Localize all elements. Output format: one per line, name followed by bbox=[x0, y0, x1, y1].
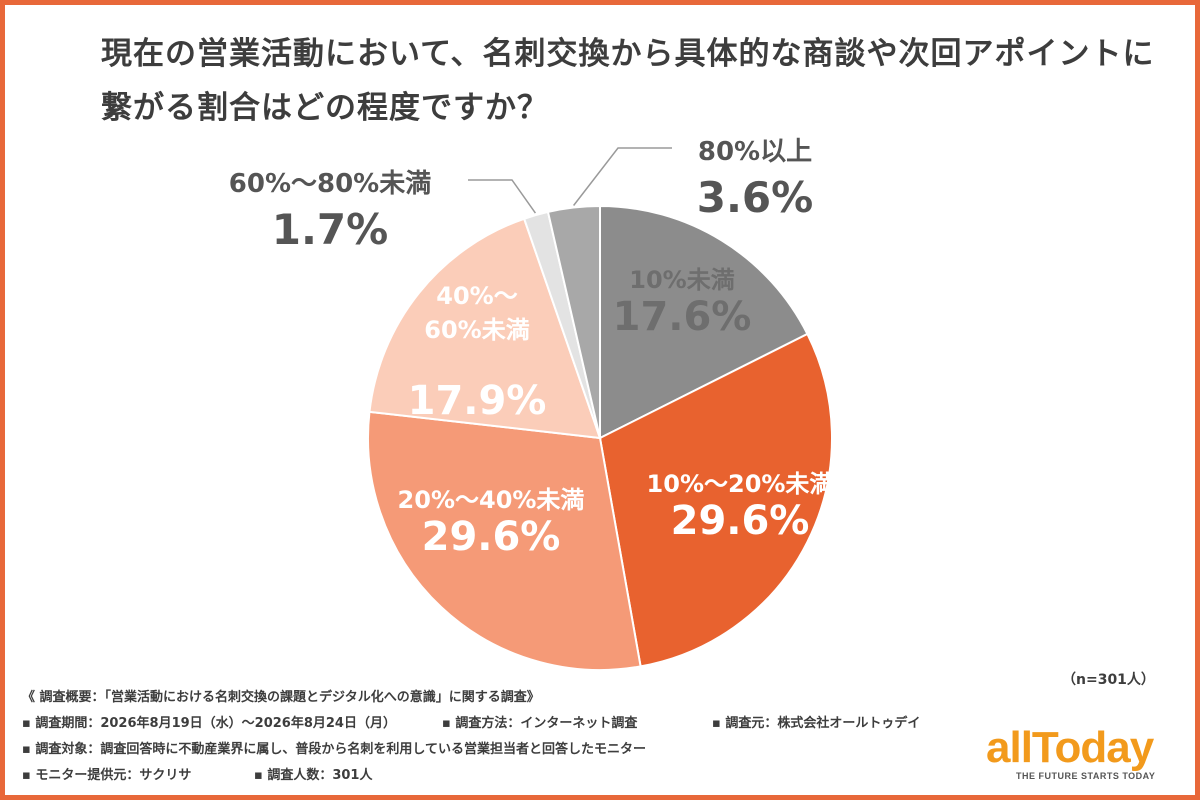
chart-title-line-2: 繋がる割合はどの程度ですか？ bbox=[101, 90, 549, 126]
slice-category-label: 20%〜40%未満 bbox=[398, 486, 585, 514]
slice-category-label: 60%未満 bbox=[424, 316, 529, 344]
leader-line bbox=[573, 147, 672, 206]
slice-value-label: 1.7% bbox=[272, 205, 388, 254]
slice-value-label: 17.6% bbox=[613, 294, 752, 340]
respondent-count: ▪ 調査人数：301人 bbox=[254, 768, 373, 783]
slice-value-label: 29.6% bbox=[422, 514, 561, 560]
sample-size-note: （n=301人） bbox=[1062, 672, 1155, 688]
slice-value-label: 17.9% bbox=[408, 378, 547, 424]
slice-category-label: 80%以上 bbox=[698, 137, 812, 167]
chart-title: 現在の営業活動において、名刺交換から具体的な商談や次回アポイントに 繋がる割合は… bbox=[101, 27, 1161, 135]
chart-title-line-1: 現在の営業活動において、名刺交換から具体的な商談や次回アポイントに bbox=[101, 36, 1155, 72]
survey-target: ▪ 調査対象：調査回答時に不動産業界に属し、普段から名刺を利用している営業担当者… bbox=[22, 742, 646, 757]
survey-organization: ▪ 調査元：株式会社オールトゥデイ bbox=[712, 716, 921, 731]
slice-value-label: 29.6% bbox=[671, 498, 810, 544]
slice-category-label: 10%〜20%未満 bbox=[647, 470, 834, 498]
pie-slice bbox=[546, 204, 601, 439]
logo-tagline: THE FUTURE STARTS TODAY bbox=[1016, 771, 1156, 781]
survey-heading: 《 調査概要：「営業活動における名刺交換の課題とデジタル化への意識」に関する調査… bbox=[22, 690, 540, 705]
survey-method: ▪ 調査方法：インターネット調査 bbox=[442, 716, 638, 731]
pie-slice bbox=[599, 204, 809, 440]
slice-value-label: 3.6% bbox=[697, 173, 813, 222]
survey-summary: 《 調査概要：「営業活動における名刺交換の課題とデジタル化への意識」に関する調査… bbox=[22, 685, 982, 789]
slice-category-label: 40%〜 bbox=[436, 282, 517, 310]
monitor-provider: ▪ モニター提供元：サクリサ bbox=[22, 768, 192, 783]
leader-line bbox=[468, 179, 537, 214]
alltoday-logo: allToday THE FUTURE STARTS TODAY bbox=[986, 725, 1186, 793]
slice-category-label: 10%未満 bbox=[629, 266, 734, 294]
pie-slice bbox=[366, 410, 642, 671]
slice-category-label: 60%〜80%未満 bbox=[229, 169, 431, 199]
pie-slice bbox=[598, 332, 833, 668]
survey-period: ▪ 調査期間：2026年8月19日（水）〜2026年8月24日（月） bbox=[22, 716, 396, 731]
logo-wordmark: allToday bbox=[986, 723, 1154, 772]
